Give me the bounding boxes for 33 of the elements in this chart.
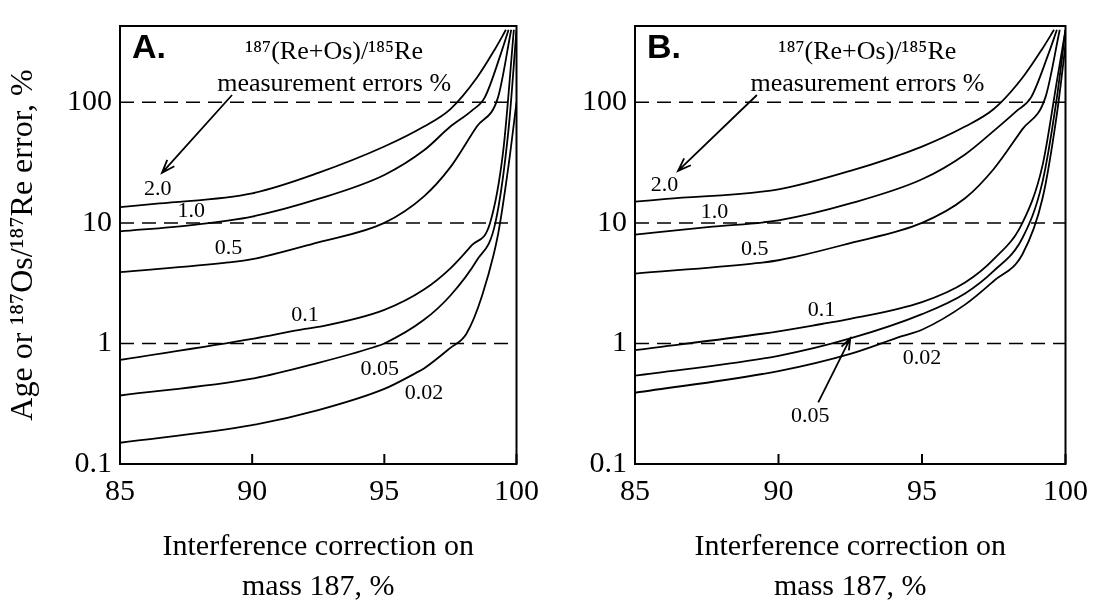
x-tick-label: 100: [1043, 472, 1088, 506]
annotation: 0.05: [360, 355, 400, 381]
annotation: 0.5: [214, 234, 243, 260]
x-tick-label: 90: [237, 472, 268, 506]
annotation: 1.0: [177, 196, 206, 222]
chart-title: B.: [647, 27, 681, 66]
annotation: 0.1: [291, 300, 319, 326]
x-axis-title: Interference correction on mass 187, %: [161, 527, 475, 603]
annotation: 0.02: [902, 343, 942, 369]
y-tick-label: 100: [582, 83, 627, 117]
annotation: 1.0: [700, 198, 729, 224]
x-tick-label: 90: [763, 472, 794, 506]
annotation: ¹⁸⁷(Re+Os)/¹⁸⁵Re: [778, 35, 957, 65]
annotation: measurement errors %: [217, 67, 452, 97]
x-tick-label: 95: [369, 472, 400, 506]
chart-title: A.: [132, 27, 166, 66]
x-axis-title: Interference correction on mass 187, %: [693, 527, 1007, 603]
annotation: 0.05: [791, 402, 830, 428]
x-tick-label: 100: [494, 472, 539, 506]
annotation: ¹⁸⁷(Re+Os)/¹⁸⁵Re: [245, 35, 423, 65]
y-tick-label: 10: [597, 203, 627, 237]
annotation: 2.0: [143, 175, 172, 201]
annotation: 0.1: [807, 295, 836, 321]
annotation: 2.0: [650, 170, 679, 196]
annotation: 0.02: [404, 378, 444, 404]
y-tick-label: 100: [67, 83, 112, 117]
annotation: measurement errors %: [750, 67, 985, 97]
y-tick-label: 1: [97, 324, 112, 358]
y-tick-label: 1: [612, 324, 627, 358]
annotation: 0.5: [740, 235, 769, 261]
x-tick-label: 95: [907, 472, 937, 506]
y-tick-label: 10: [82, 203, 112, 237]
y-axis-title: Age or ¹⁸⁷Os/¹⁸⁷Re error, %: [2, 69, 39, 421]
